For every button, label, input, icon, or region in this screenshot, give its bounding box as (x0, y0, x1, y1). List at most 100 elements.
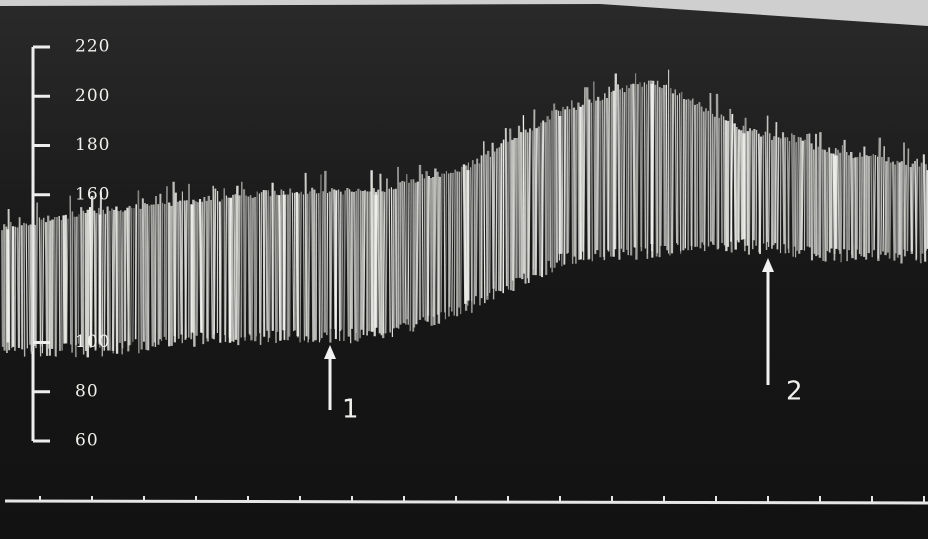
annotation: 1 (342, 395, 359, 425)
trace-stroke (506, 128, 507, 286)
trace-stroke (620, 89, 621, 248)
trace-stroke (592, 103, 593, 262)
trace-stroke (180, 201, 181, 335)
trace-stroke (773, 136, 774, 245)
trace-stroke (439, 177, 440, 324)
trace-stroke (539, 127, 540, 276)
trace-stroke (533, 109, 534, 275)
trace-stroke (119, 211, 120, 343)
trace-stroke (556, 110, 557, 263)
trace-stroke (46, 222, 47, 356)
trace-stroke (197, 202, 198, 336)
trace-stroke (510, 129, 511, 291)
trace-stroke (550, 119, 551, 267)
trace-stroke (145, 203, 146, 350)
trace-stroke (664, 85, 665, 246)
trace-stroke (794, 135, 795, 247)
trace-stroke (398, 167, 399, 329)
trace-stroke (141, 209, 142, 350)
trace-stroke (238, 195, 239, 345)
trace-stroke (628, 88, 629, 255)
trace-stroke (775, 122, 776, 243)
trace-stroke (683, 99, 684, 250)
trace-stroke (756, 130, 757, 246)
trace-stroke (545, 122, 546, 275)
trace-stroke (479, 163, 480, 305)
trace-stroke (702, 107, 703, 243)
trace-stroke (724, 116, 725, 245)
trace-stroke (91, 196, 92, 346)
trace-stroke (710, 93, 711, 242)
trace-stroke (36, 202, 37, 348)
trace-stroke (726, 120, 727, 251)
trace-stroke (895, 165, 896, 254)
trace-stroke (236, 186, 237, 340)
trace-stroke (472, 160, 473, 313)
trace-stroke (424, 178, 425, 320)
y-tick-label: 160 (75, 184, 110, 204)
trace-stroke (360, 190, 361, 338)
trace-stroke (149, 206, 150, 350)
trace-stroke (52, 220, 53, 349)
trace-stroke (340, 192, 341, 331)
trace-stroke (41, 220, 42, 347)
trace-stroke (289, 188, 290, 336)
trace-stroke (741, 130, 742, 239)
trace-stroke (912, 164, 913, 254)
trace-stroke (76, 217, 77, 345)
trace-stroke (636, 84, 637, 260)
trace-stroke (431, 178, 432, 326)
trace-stroke (890, 163, 891, 259)
trace-stroke (444, 174, 445, 313)
trace-stroke (796, 142, 797, 257)
trace-stroke (820, 132, 821, 258)
trace-stroke (721, 115, 722, 244)
trace-stroke (380, 174, 381, 336)
trace-stroke (857, 157, 858, 250)
trace-stroke (878, 138, 879, 261)
trace-stroke (719, 118, 720, 248)
trace-stroke (496, 148, 497, 291)
trace-stroke (685, 100, 686, 249)
trace-stroke (358, 189, 359, 342)
page: 6080100160180200220 12 (() => { const da… (0, 0, 928, 539)
trace-stroke (152, 205, 153, 347)
trace-stroke (154, 204, 155, 342)
trace-stroke (760, 137, 761, 253)
trace-stroke (737, 127, 738, 240)
trace-stroke (523, 115, 524, 273)
trace-stroke (155, 196, 156, 347)
trace-stroke (306, 173, 307, 336)
trace-stroke (241, 182, 242, 338)
trace-stroke (474, 164, 475, 304)
trace-stroke (325, 171, 326, 333)
trace-stroke (670, 88, 671, 255)
trace-stroke (814, 150, 815, 254)
trace-stroke (59, 216, 60, 351)
trace-stroke (574, 108, 575, 257)
trace-stroke (754, 129, 755, 240)
trace-stroke (672, 93, 673, 253)
trace-stroke (373, 188, 374, 331)
trace-stroke (804, 140, 805, 251)
trace-stroke (336, 190, 337, 339)
trace-stroke (609, 87, 610, 252)
trace-stroke (905, 165, 906, 256)
trace-stroke (108, 206, 109, 350)
trace-stroke (11, 222, 12, 348)
trace-stroke (416, 182, 417, 325)
trace-stroke (501, 143, 502, 291)
trace-stroke (749, 128, 750, 254)
trace-stroke (251, 198, 252, 340)
trace-stroke (208, 196, 209, 342)
trace-stroke (203, 197, 204, 344)
trace-stroke (717, 94, 718, 250)
trace-stroke (888, 157, 889, 253)
trace-stroke (396, 189, 397, 328)
trace-stroke (96, 213, 97, 349)
trace-stroke (220, 201, 221, 342)
trace-stroke (699, 102, 700, 248)
y-tick-label: 200 (75, 86, 110, 106)
trace-stroke (116, 207, 117, 354)
trace-stroke (459, 172, 460, 308)
